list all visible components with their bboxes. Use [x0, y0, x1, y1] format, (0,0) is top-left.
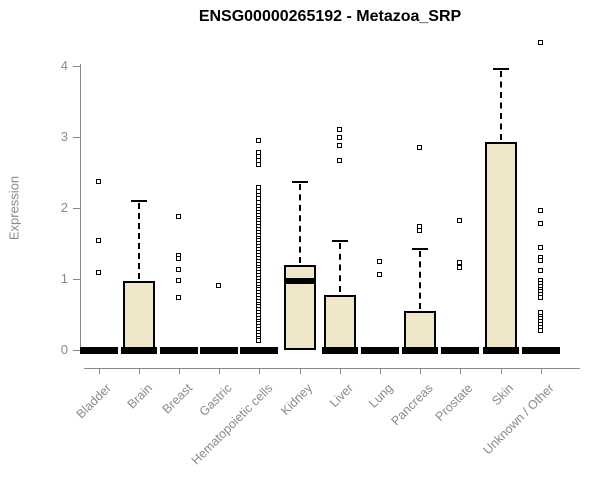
x-axis-tick — [179, 368, 180, 374]
x-tick-label: Liver — [326, 381, 356, 411]
y-axis-tick — [73, 279, 81, 280]
x-axis-tick — [460, 368, 461, 374]
outlier-point — [176, 278, 181, 283]
y-tick-label: 3 — [60, 129, 68, 144]
x-axis-tick — [380, 368, 381, 374]
whisker-cap — [412, 248, 428, 250]
outlier-point — [96, 179, 101, 184]
outlier-point — [417, 228, 422, 233]
collapsed-box-Hematopoietic cells — [240, 347, 278, 354]
collapsed-box-Prostate — [441, 347, 479, 354]
x-axis-tick — [541, 368, 542, 374]
outlier-point — [538, 208, 543, 213]
outlier-point — [538, 295, 543, 300]
x-axis-tick — [420, 368, 421, 374]
outlier-point — [337, 143, 342, 148]
y-tick-label: 0 — [60, 342, 68, 357]
median-line — [322, 347, 358, 354]
box-Brain — [123, 281, 155, 350]
x-tick-label: Breast — [159, 381, 195, 417]
x-axis-tick — [259, 368, 260, 374]
x-tick-label: Lung — [366, 381, 396, 411]
collapsed-box-Unknown / Other — [522, 347, 560, 354]
outlier-point — [256, 138, 261, 143]
whisker-cap — [332, 240, 348, 242]
outlier-point — [377, 272, 382, 277]
outlier-point — [256, 162, 261, 167]
outlier-point — [417, 145, 422, 150]
collapsed-box-Lung — [361, 347, 399, 354]
outlier-point — [96, 238, 101, 243]
x-axis-tick — [501, 368, 502, 374]
outlier-point — [377, 259, 382, 264]
whisker-cap — [292, 181, 308, 183]
collapsed-box-Breast — [160, 347, 198, 354]
outlier-point — [457, 265, 462, 270]
outlier-point — [337, 127, 342, 132]
outlier-point — [538, 40, 543, 45]
outlier-point — [176, 267, 181, 272]
outlier-point — [457, 260, 462, 265]
y-axis-tick — [73, 137, 81, 138]
x-tick-label: Unknown / Other — [480, 381, 557, 458]
whisker-cap — [131, 200, 147, 202]
outlier-point — [176, 214, 181, 219]
outlier-point — [538, 268, 543, 273]
x-tick-label: Prostate — [433, 381, 476, 424]
box-Liver — [324, 295, 356, 350]
x-tick-label: Bladder — [73, 381, 114, 422]
x-tick-label: Pancreas — [388, 381, 436, 429]
median-line — [402, 347, 438, 354]
outlier-point — [538, 221, 543, 226]
collapsed-box-Bladder — [80, 347, 118, 354]
whisker — [299, 184, 301, 263]
y-tick-label: 4 — [60, 58, 68, 73]
box-Pancreas — [404, 311, 436, 350]
outlier-point — [538, 245, 543, 250]
x-tick-label: Kidney — [277, 381, 315, 418]
outlier-point — [256, 338, 261, 343]
x-axis-tick — [300, 368, 301, 374]
whisker-cap — [493, 68, 509, 70]
x-axis-tick — [99, 368, 100, 374]
x-tick-label: Brain — [124, 381, 155, 412]
outlier-point — [337, 158, 342, 163]
outlier-point — [337, 135, 342, 140]
y-axis-tick — [73, 208, 81, 209]
outlier-point — [457, 218, 462, 223]
y-axis-tick — [73, 350, 81, 351]
outlier-point — [538, 258, 543, 263]
box-Skin — [485, 142, 517, 350]
x-tick-label: Hematopoietic cells — [188, 381, 275, 468]
x-tick-label: Gastric — [197, 381, 235, 419]
x-axis-tick — [139, 368, 140, 374]
x-axis-line — [84, 368, 580, 369]
whisker — [339, 243, 341, 292]
outlier-point — [96, 270, 101, 275]
whisker — [500, 71, 502, 140]
median-line — [121, 347, 157, 354]
x-axis-tick — [219, 368, 220, 374]
outlier-point — [176, 295, 181, 300]
collapsed-box-Gastric — [200, 347, 238, 354]
outlier-point — [176, 256, 181, 261]
x-tick-label: Skin — [488, 381, 516, 409]
y-axis-tick — [73, 66, 81, 67]
median-line — [284, 278, 316, 284]
outlier-point — [538, 328, 543, 333]
median-line — [483, 347, 519, 354]
whisker — [138, 203, 140, 279]
outlier-point — [216, 283, 221, 288]
y-tick-label: 2 — [60, 200, 68, 215]
chart-title: ENSG00000265192 - Metazoa_SRP — [198, 8, 462, 25]
whisker — [419, 251, 421, 309]
x-axis-tick — [340, 368, 341, 374]
y-tick-label: 1 — [60, 271, 68, 286]
